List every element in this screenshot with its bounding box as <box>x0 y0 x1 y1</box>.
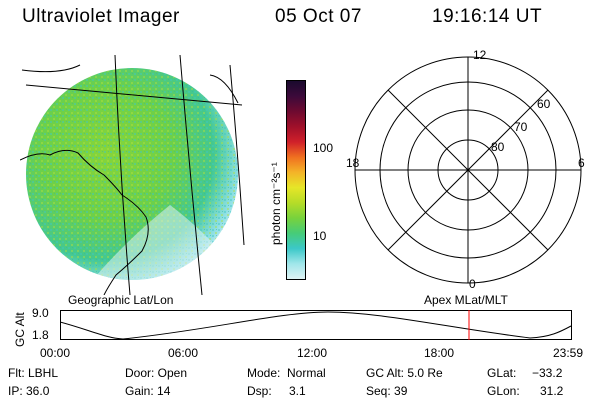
filter-readout: Flt: LBHL <box>8 366 59 380</box>
colorbar-tick-10: 10 <box>313 229 327 243</box>
mlt-label-12: 12 <box>473 48 487 62</box>
glat-value: −33.2 <box>532 366 563 380</box>
apex-projection-label: Apex MLat/MLT <box>424 293 508 307</box>
geographic-projection-label: Geographic Lat/Lon <box>68 293 174 307</box>
glon-label: GLon: <box>487 384 520 398</box>
orbit-altitude-curve <box>60 311 572 340</box>
time-label: 19:16:14 UT <box>432 6 543 27</box>
geographic-image-panel <box>20 55 245 295</box>
mlat-label-60: 60 <box>537 97 551 111</box>
glon-value: 31.2 <box>540 384 564 398</box>
mlat-label-70: 70 <box>514 120 528 134</box>
date-label: 05 Oct 07 <box>275 6 362 27</box>
door-readout: Door: Open <box>125 366 188 380</box>
altitude-ytick-max: 9.0 <box>32 306 49 320</box>
gc-alt-readout: GC Alt: 5.0 Re <box>366 366 443 380</box>
colorbar-tick-100: 100 <box>313 141 334 155</box>
colorbar-unit-label: photon cm⁻²s⁻¹ <box>269 162 283 245</box>
dsp-label: Dsp: <box>247 384 272 398</box>
time-tick-0600: 06:00 <box>168 346 199 360</box>
mode-label: Mode: <box>247 366 281 380</box>
time-tick-1800: 18:00 <box>424 346 455 360</box>
colorbar <box>286 80 306 280</box>
polar-diagonal-b <box>387 89 549 251</box>
time-tick-2359: 23:59 <box>553 346 584 360</box>
time-tick-0000: 00:00 <box>40 346 71 360</box>
app-title: Ultraviolet Imager <box>22 6 180 27</box>
seq-readout: Seq: 39 <box>366 384 408 398</box>
time-tick-1200: 12:00 <box>297 346 328 360</box>
mlat-label-80: 80 <box>491 140 505 154</box>
gain-readout: Gain: 14 <box>125 384 171 398</box>
polar-plot <box>354 56 582 284</box>
ip-readout: IP: 36.0 <box>8 384 50 398</box>
coastline-outline <box>20 74 239 295</box>
altitude-plot <box>60 310 572 340</box>
altitude-axis-label: GC Alt <box>13 312 27 347</box>
glat-label: GLat: <box>487 366 517 380</box>
mlt-label-18: 18 <box>346 156 360 170</box>
dsp-value: 3.1 <box>289 384 306 398</box>
mode-value: Normal <box>287 366 326 380</box>
mlt-label-6: 6 <box>578 156 585 170</box>
mlt-label-0: 0 <box>469 277 476 291</box>
altitude-ytick-min: 1.8 <box>32 328 49 342</box>
polar-emission-patch <box>355 218 402 280</box>
